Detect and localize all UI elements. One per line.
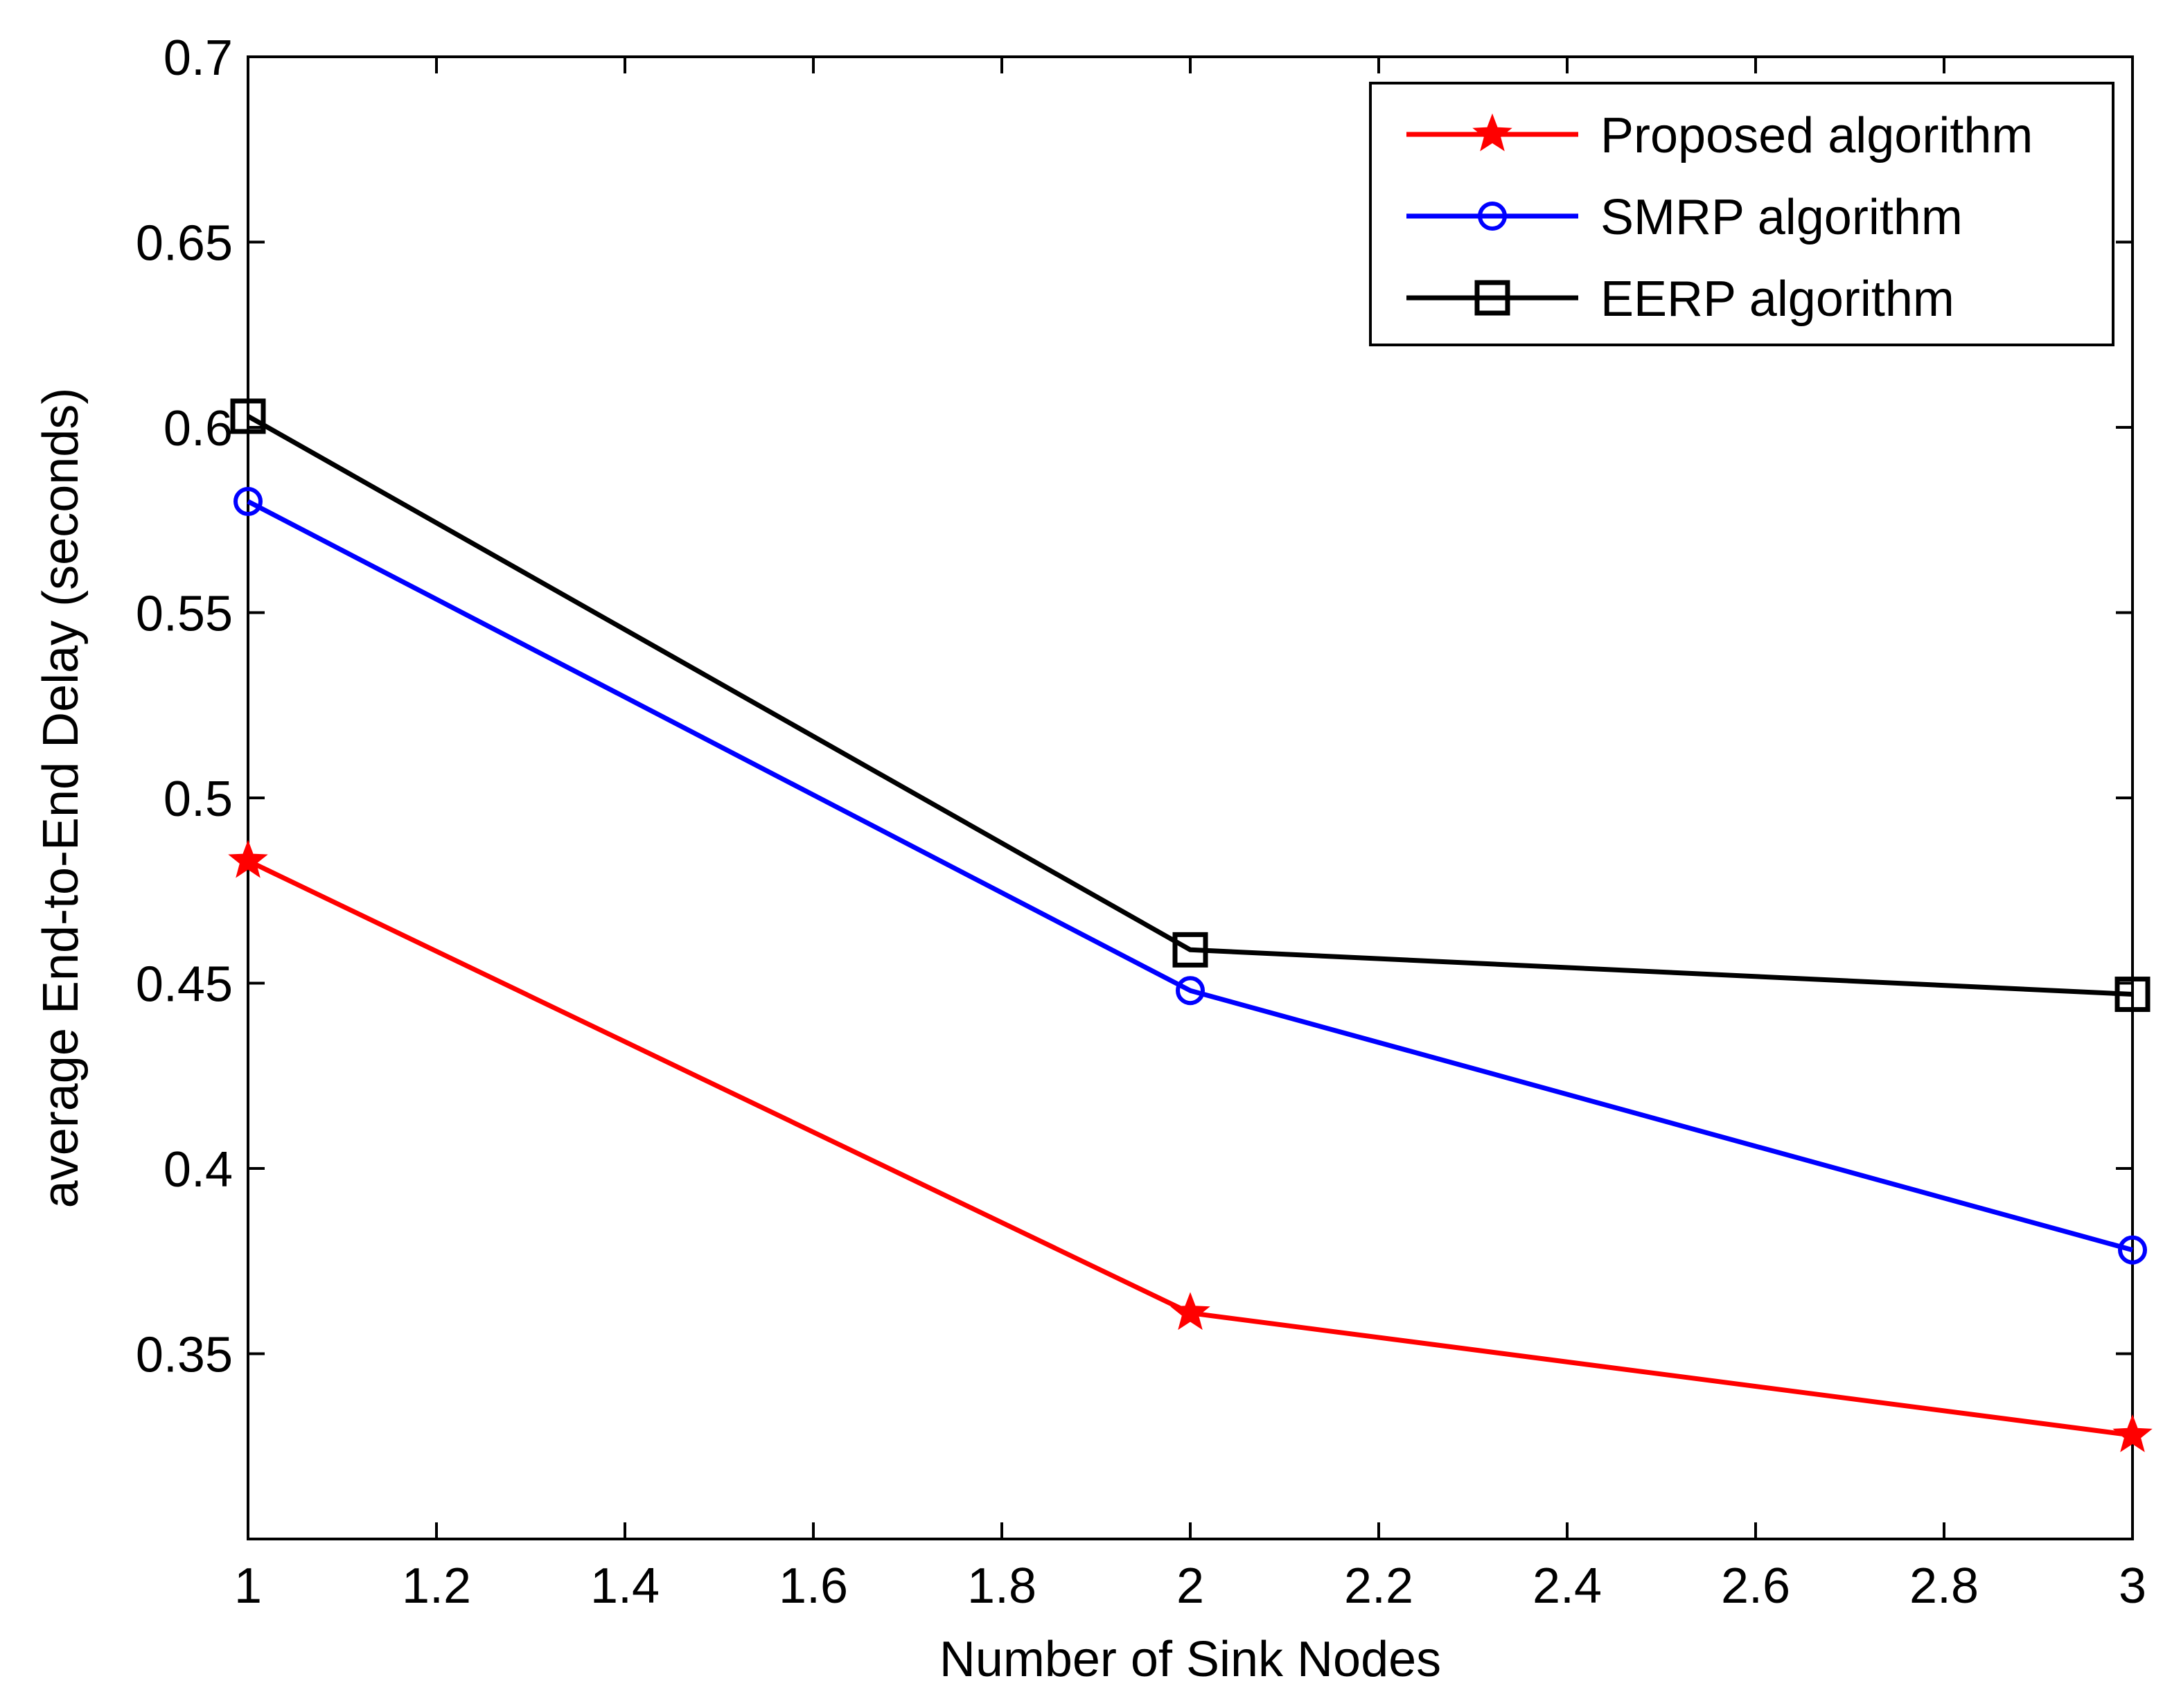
x-tick-label: 2 (1176, 1558, 1204, 1614)
x-axis-title: Number of Sink Nodes (939, 1632, 1441, 1687)
y-tick-label: 0.4 (164, 1142, 233, 1198)
data-point (1172, 932, 1208, 968)
legend-label: Proposed algorithm (1600, 108, 2033, 163)
data-point (1170, 1292, 1210, 1331)
series-line (247, 413, 2133, 997)
x-axis: 1 1.2 1.4 1.6 1.8 2 2.2 2.4 2.6 2.8 3 (234, 57, 2146, 1614)
y-axis: 0.35 0.4 0.45 0.5 0.55 0.6 0.65 0.7 (136, 30, 2133, 1383)
legend-marker (1472, 113, 1512, 152)
data-point (2112, 1414, 2153, 1452)
data-point (2118, 1235, 2147, 1265)
y-axis-title: average End-to-End Delay (seconds) (33, 388, 89, 1209)
y-tick-label: 0.45 (136, 957, 233, 1013)
data-point (2114, 977, 2151, 1013)
data-point (1176, 976, 1205, 1006)
legend-item: SMRP algorithm (1406, 190, 1963, 245)
y-tick-label: 0.35 (136, 1328, 233, 1383)
data-point (233, 487, 263, 516)
series-line (247, 499, 2133, 1253)
x-tick-label: 2.8 (1909, 1558, 1979, 1614)
legend-item: Proposed algorithm (1406, 108, 2033, 163)
y-tick-label: 0.7 (164, 30, 233, 86)
legend-marker (1474, 280, 1510, 316)
x-tick-label: 2.2 (1344, 1558, 1413, 1614)
legend-label: EERP algorithm (1600, 272, 1954, 327)
series-star (228, 839, 2153, 1452)
series-square (230, 398, 2151, 1013)
x-tick-label: 2.6 (1721, 1558, 1790, 1614)
series-circle (233, 487, 2147, 1265)
x-tick-label: 1.2 (402, 1558, 471, 1614)
data-point (230, 398, 266, 434)
y-tick-label: 0.5 (164, 772, 233, 827)
x-tick-label: 1.4 (590, 1558, 660, 1614)
legend-item: EERP algorithm (1406, 272, 1954, 327)
legend-label: SMRP algorithm (1600, 190, 1963, 245)
x-tick-label: 3 (2119, 1558, 2146, 1614)
x-tick-label: 1.6 (779, 1558, 848, 1614)
x-tick-label: 1 (234, 1558, 262, 1614)
data-point (228, 839, 268, 878)
x-tick-label: 2.4 (1533, 1558, 1602, 1614)
legend: Proposed algorithm SMRP algorithm EERP alg… (1369, 82, 2114, 346)
legend-marker (1478, 202, 1507, 231)
x-tick-label: 1.8 (967, 1558, 1036, 1614)
series-layer (228, 398, 2153, 1452)
y-tick-label: 0.65 (136, 216, 233, 272)
y-tick-label: 0.6 (164, 401, 233, 456)
y-tick-label: 0.55 (136, 587, 233, 642)
